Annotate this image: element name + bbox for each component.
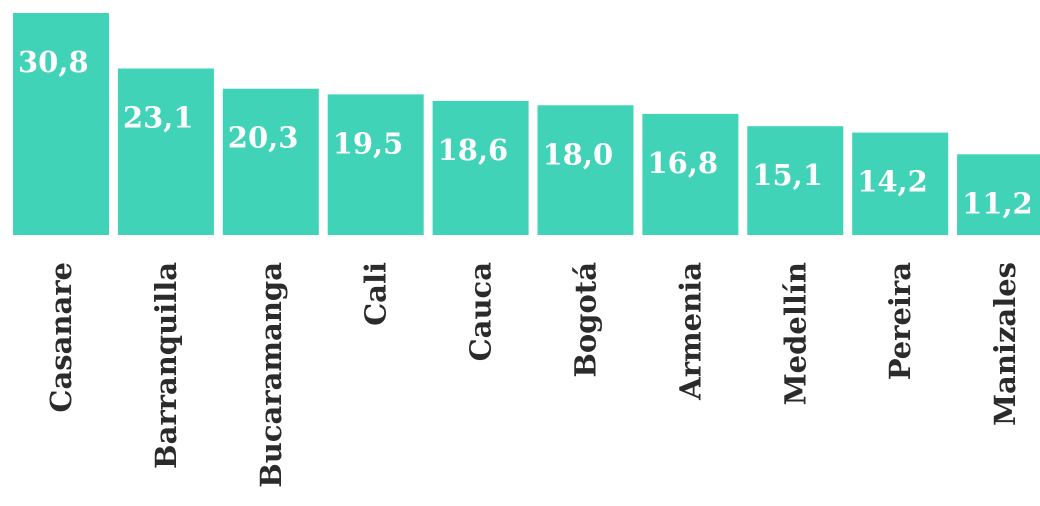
data-label-4: 18,6 <box>438 133 509 167</box>
category-label-7: Medellín <box>778 262 812 405</box>
bar-4 <box>432 100 529 236</box>
category-label-1: Barranquilla <box>149 262 183 469</box>
data-label-3: 19,5 <box>333 126 404 160</box>
data-label-9: 11,2 <box>962 186 1033 220</box>
category-label-0: Casanare <box>44 262 78 413</box>
category-label-2: Bucaramanga <box>254 262 288 488</box>
data-label-6: 16,8 <box>647 146 718 180</box>
category-label-4: Cauca <box>464 262 498 362</box>
bar-3 <box>327 94 424 236</box>
bar-1 <box>117 68 214 235</box>
bar-2 <box>222 88 319 235</box>
category-label-5: Bogotá <box>569 262 603 378</box>
data-label-8: 14,2 <box>857 165 928 199</box>
bar-7 <box>747 126 844 235</box>
bar-8 <box>852 132 949 235</box>
bar-6 <box>642 113 739 235</box>
category-label-3: Cali <box>359 262 393 326</box>
data-label-2: 20,3 <box>228 121 299 155</box>
data-label-5: 18,0 <box>543 137 614 171</box>
category-label-9: Manizales <box>988 262 1022 426</box>
category-label-8: Pereira <box>883 262 917 381</box>
data-label-0: 30,8 <box>18 45 89 79</box>
data-label-1: 23,1 <box>123 101 194 135</box>
bar-5 <box>537 105 634 235</box>
bar-0 <box>13 13 109 235</box>
data-label-7: 15,1 <box>752 158 823 192</box>
bar-9 <box>957 154 1040 235</box>
category-label-6: Armenia <box>673 262 707 401</box>
